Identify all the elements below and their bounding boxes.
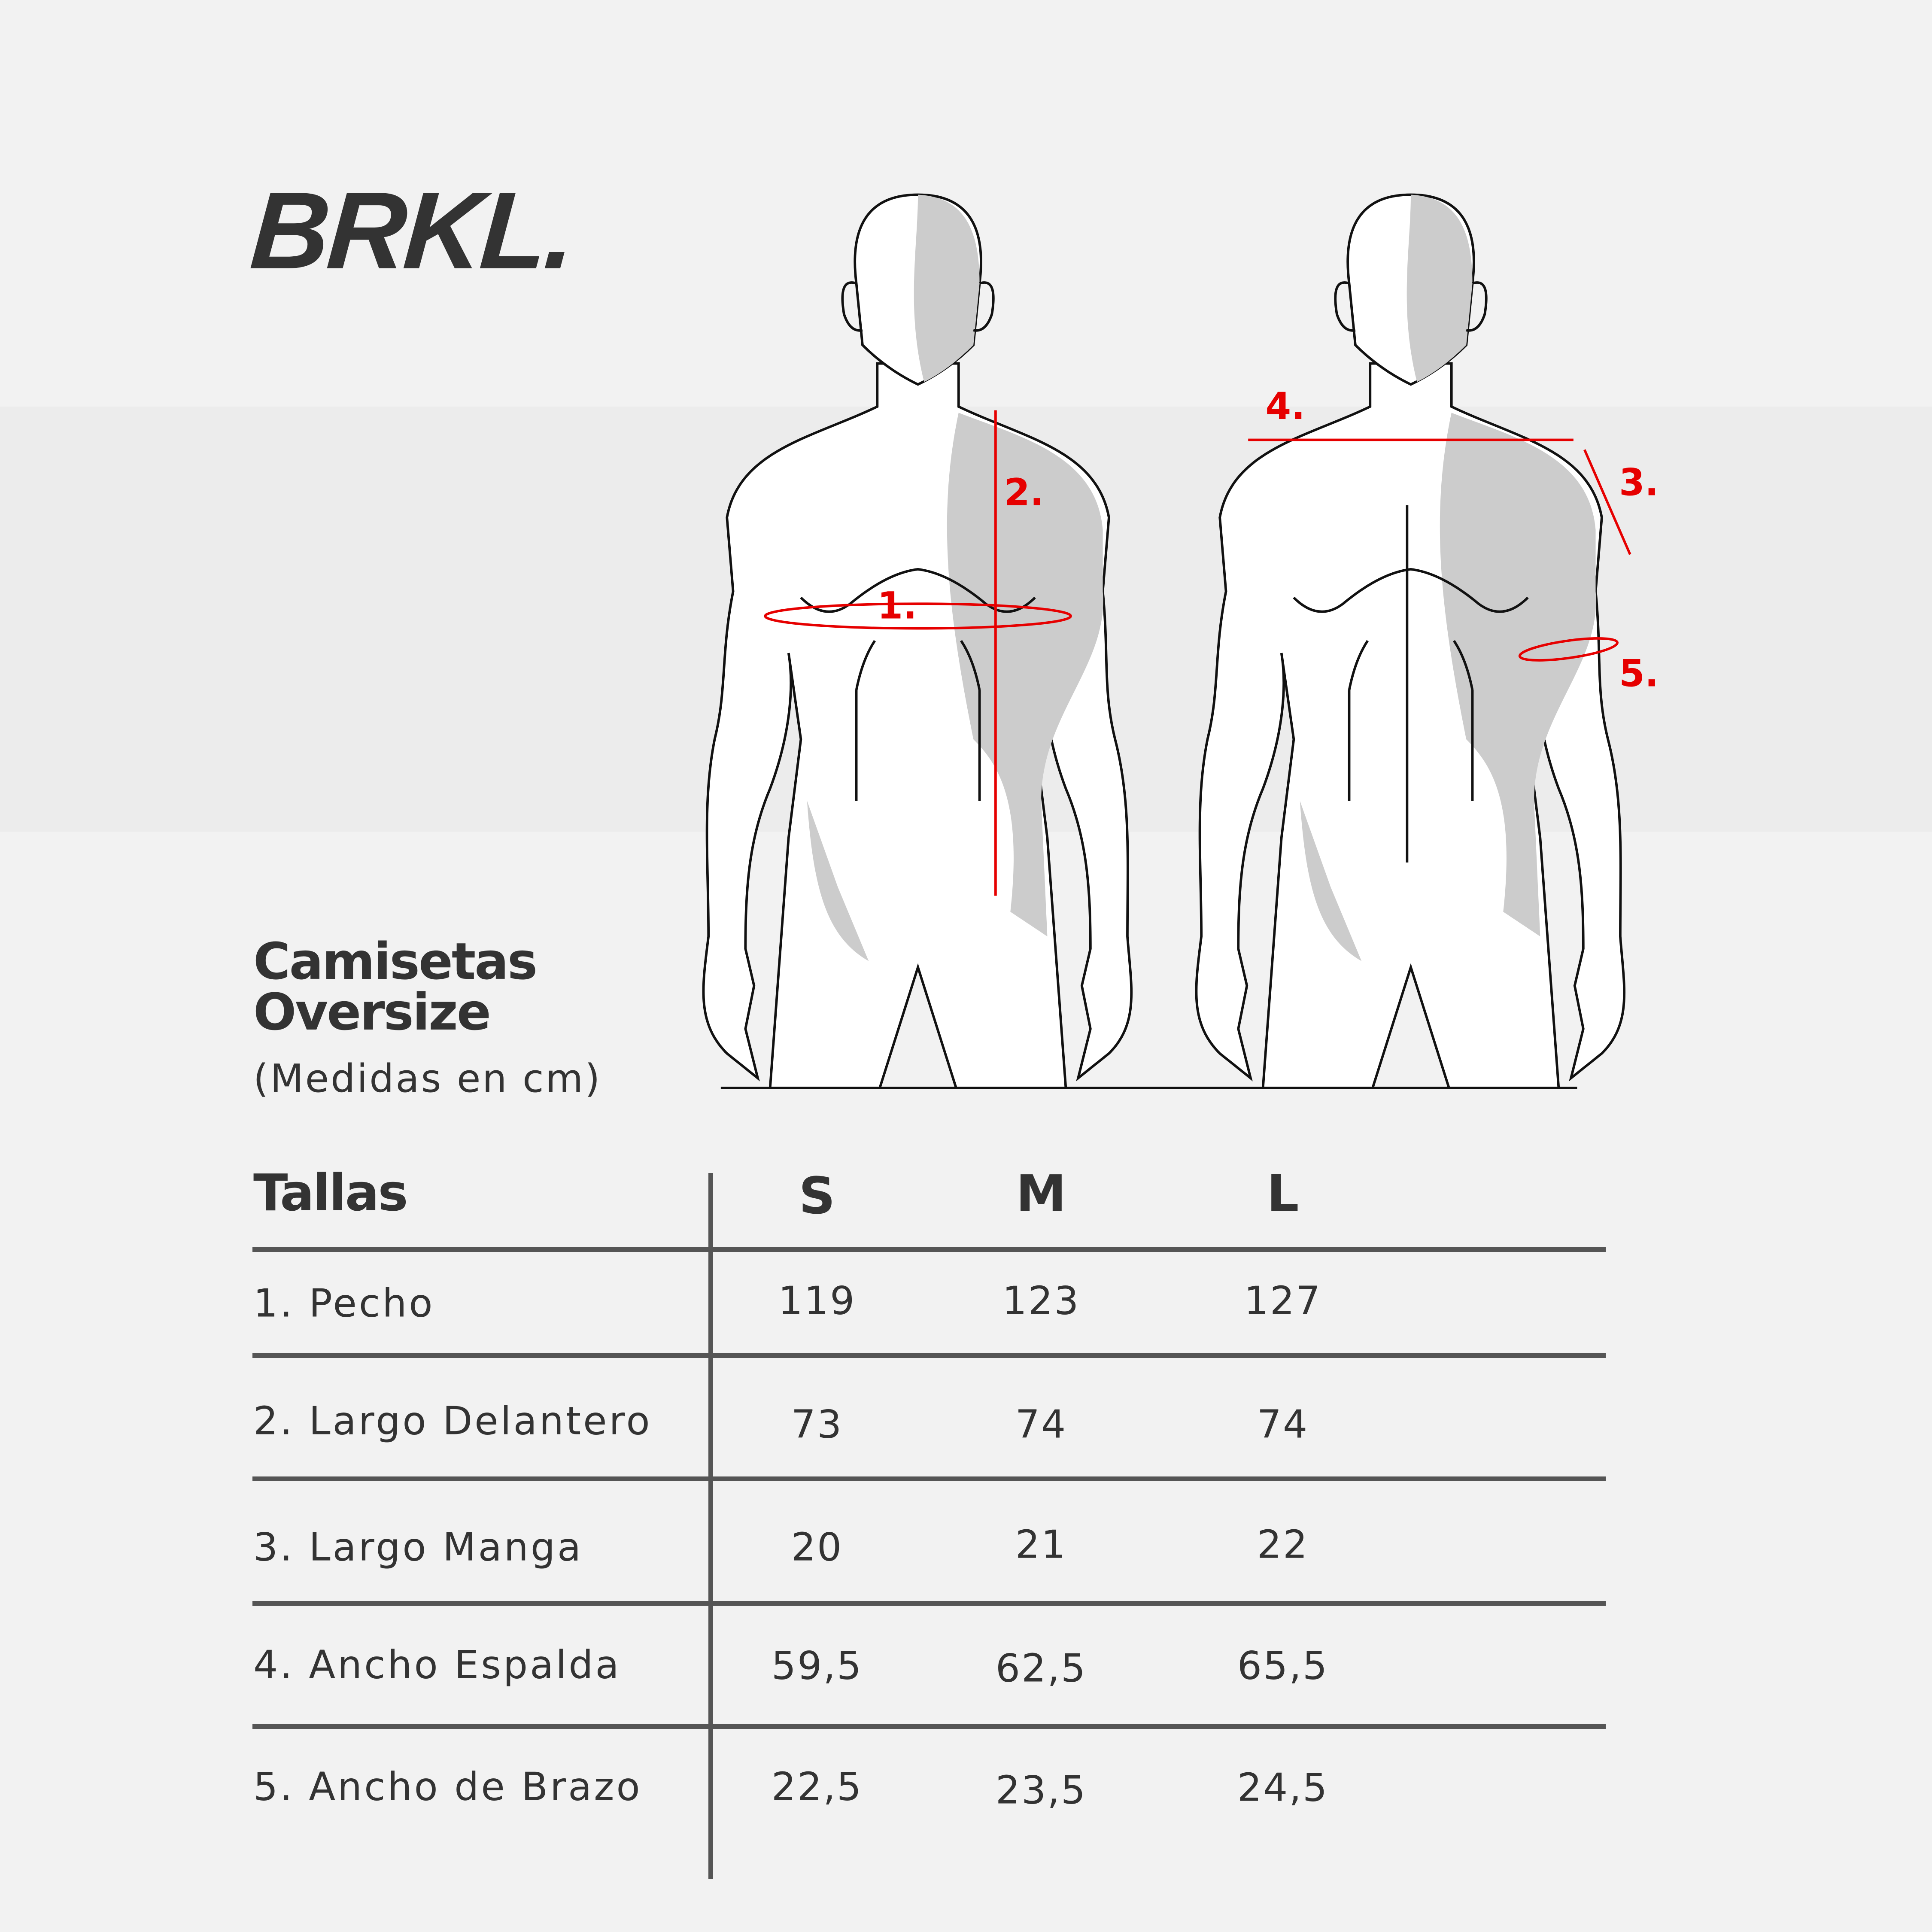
row-divider <box>252 1601 1606 1606</box>
row-label: 2. Largo Delantero <box>253 1398 652 1444</box>
cell-m: 74 <box>1015 1402 1067 1447</box>
units-note: (Medidas en cm) <box>253 1056 602 1101</box>
back-figure <box>1196 194 1624 1088</box>
header-tallas: Tallas <box>253 1163 408 1222</box>
chest-ring <box>764 602 1072 630</box>
title-line-1: Camisetas <box>253 932 538 991</box>
cell-l: 127 <box>1244 1278 1322 1324</box>
front-figure <box>703 194 1131 1088</box>
mark-sleeve-length: 3. <box>1619 462 1659 504</box>
cell-l: 24,5 <box>1237 1765 1329 1810</box>
row-divider <box>252 1724 1606 1729</box>
row-divider <box>252 1247 1606 1252</box>
cell-s: 22,5 <box>771 1764 863 1810</box>
cell-s: 73 <box>791 1402 843 1447</box>
cell-m: 123 <box>1002 1278 1080 1324</box>
cell-l: 22 <box>1257 1522 1309 1567</box>
page-title: Camisetas Oversize <box>253 932 538 1042</box>
column-divider <box>708 1173 713 1879</box>
cell-s: 59,5 <box>771 1643 863 1689</box>
cell-m: 23,5 <box>995 1768 1087 1813</box>
header-size-m: M <box>1016 1164 1066 1223</box>
row-label: 5. Ancho de Brazo <box>253 1764 642 1810</box>
row-label: 3. Largo Manga <box>253 1525 583 1570</box>
cell-l: 65,5 <box>1237 1643 1329 1689</box>
mark-arm-width: 5. <box>1619 653 1659 696</box>
cell-m: 62,5 <box>995 1646 1087 1691</box>
row-divider <box>252 1476 1606 1481</box>
row-label: 1. Pecho <box>253 1281 435 1326</box>
cell-l: 74 <box>1257 1402 1309 1447</box>
mark-back-width: 4. <box>1265 385 1305 428</box>
mark-front-length: 2. <box>1004 471 1044 514</box>
cell-s: 20 <box>791 1525 843 1570</box>
cell-m: 21 <box>1015 1522 1067 1567</box>
row-label: 4. Ancho Espalda <box>253 1642 621 1688</box>
sleeve-length-line <box>1583 449 1631 555</box>
header-size-s: S <box>799 1166 835 1225</box>
row-divider <box>252 1353 1606 1358</box>
title-line-2: Oversize <box>253 982 491 1042</box>
mark-chest: 1. <box>877 585 917 628</box>
header-size-l: L <box>1267 1164 1299 1223</box>
cell-s: 119 <box>778 1278 856 1324</box>
arm-ring <box>1518 637 1619 662</box>
